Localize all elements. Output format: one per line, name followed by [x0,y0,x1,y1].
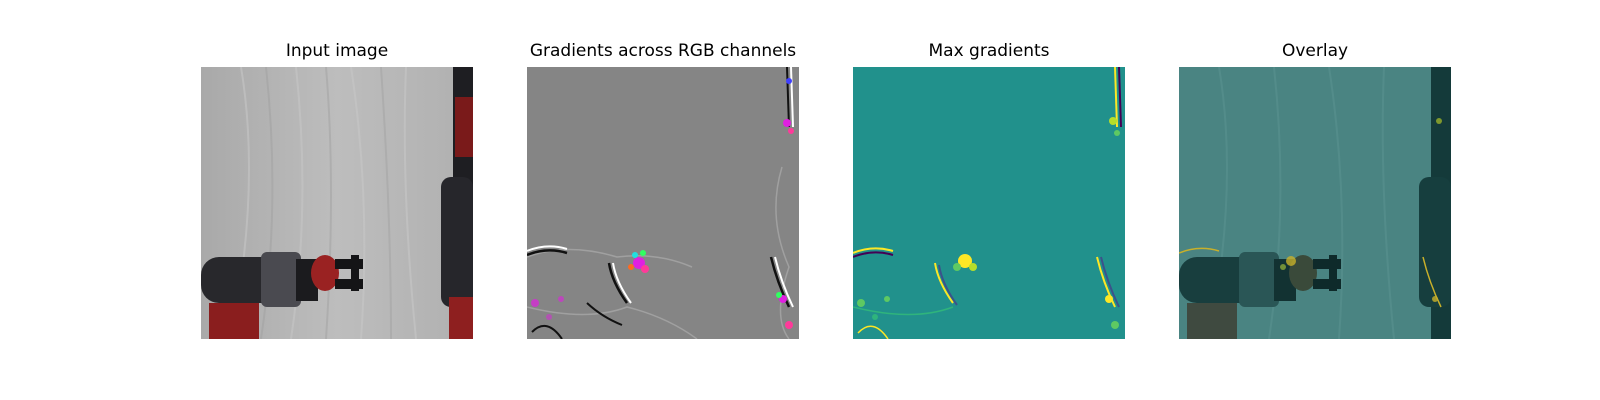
panel-input-image: Input image [201,0,473,400]
panel-title: Max gradients [928,41,1050,61]
overlay-image [1179,67,1451,339]
panel-overlay: Overlay [1179,0,1451,400]
panel-title: Input image [285,41,389,61]
panel-rgb-gradients: Gradients across RGB channels [527,0,799,400]
rgb-gradient-image [527,67,799,339]
panel-title: Overlay [1281,41,1349,61]
panel-title: Gradients across RGB channels [529,41,797,61]
max-gradient-image [853,67,1125,339]
panel-max-gradients: Max gradients [853,0,1125,400]
input-image [201,67,473,339]
